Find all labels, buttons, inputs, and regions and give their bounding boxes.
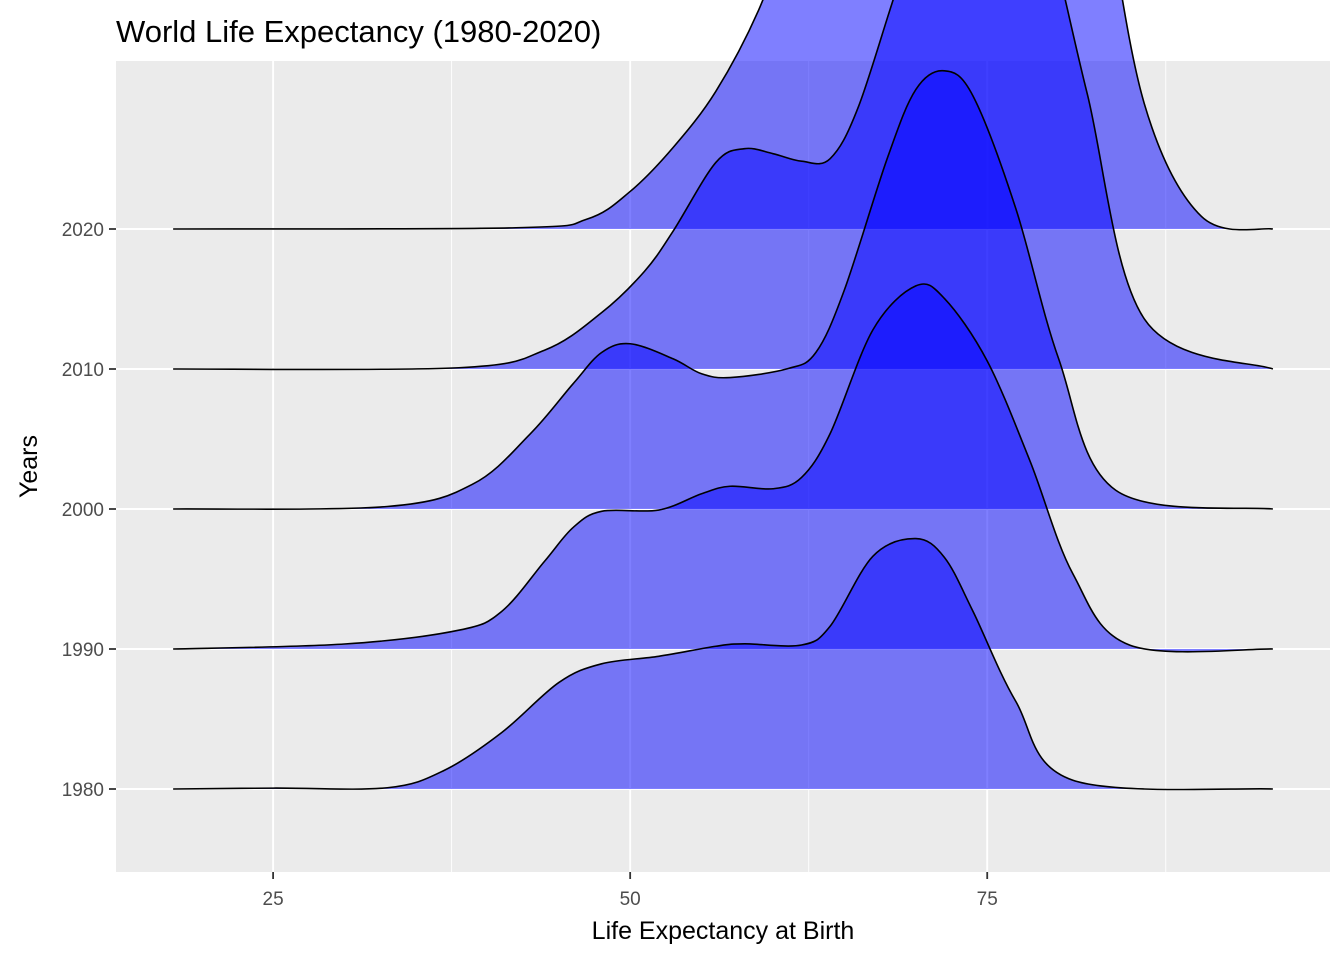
y-tick-label: 2000 bbox=[62, 500, 104, 521]
ridge-line bbox=[173, 0, 1274, 371]
ridge-line bbox=[173, 283, 1273, 653]
y-tick-label: 2020 bbox=[62, 220, 104, 241]
ridge-line bbox=[173, 537, 1273, 791]
x-tick-label: 75 bbox=[977, 889, 998, 910]
y-axis-title: Years bbox=[15, 435, 43, 498]
x-axis-title: Life Expectancy at Birth bbox=[592, 917, 855, 945]
ridge-line bbox=[173, 69, 1273, 510]
ridge-1990 bbox=[173, 283, 1273, 653]
ridge-line bbox=[173, 0, 1274, 231]
ridge-area bbox=[173, 538, 1273, 790]
chart-title: World Life Expectancy (1980-2020) bbox=[116, 14, 601, 49]
ridge-1980 bbox=[173, 537, 1273, 791]
y-tick-label: 2010 bbox=[62, 360, 104, 381]
y-tick-label: 1990 bbox=[62, 640, 104, 661]
x-tick-label: 50 bbox=[620, 889, 641, 910]
ridges bbox=[173, 0, 1274, 791]
y-tick-label: 1980 bbox=[62, 780, 104, 801]
x-axis: 25 50 75 bbox=[263, 872, 998, 910]
x-tick-label: 25 bbox=[263, 889, 284, 910]
y-axis: 1980 1990 2000 2010 2020 bbox=[62, 220, 116, 801]
ridge-area bbox=[173, 283, 1273, 652]
